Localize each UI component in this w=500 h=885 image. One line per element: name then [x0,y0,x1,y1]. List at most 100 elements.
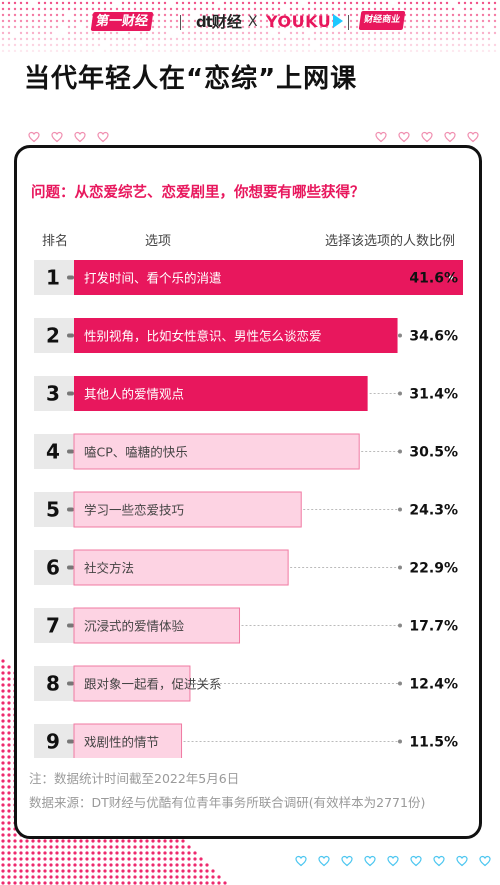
pattern-dot [110,50,112,52]
pattern-dot [344,44,346,46]
pattern-dot [242,38,244,40]
pattern-dot [386,50,388,52]
pattern-dot [272,44,274,46]
rank-number: 6 [46,556,60,580]
pattern-dot [20,38,22,40]
pattern-dot [350,50,352,52]
pattern-dot [134,44,136,46]
pattern-dot [380,38,382,40]
pattern-dot [116,50,118,52]
pattern-dot [374,38,376,40]
pattern-dot [368,50,370,52]
pattern-dot [98,38,100,40]
pattern-dot [169,845,172,848]
pattern-dot [74,38,76,40]
pattern-dot [362,44,364,46]
pattern-dot [1,677,4,680]
pattern-dot [338,44,340,46]
pattern-dot [458,44,460,46]
hearts-row-top [0,131,500,145]
pattern-dot [284,2,286,4]
pattern-dot [56,44,58,46]
pattern-dot [320,44,322,46]
pattern-dot [488,50,490,52]
pattern-dot [440,2,442,4]
dt-caijing-logo: dt财经 [196,13,242,31]
pattern-dot [104,2,106,4]
pattern-dot [62,2,64,4]
pattern-dot [194,44,196,46]
pattern-dot [206,44,208,46]
pattern-dot [176,44,178,46]
pattern-dot [182,50,184,52]
pattern-dot [164,44,166,46]
pattern-dot [308,38,310,40]
pattern-dot [8,38,10,40]
pattern-dot [170,50,172,52]
pattern-dot [163,875,166,878]
leader-dot [398,624,402,628]
pattern-dot [206,38,208,40]
pattern-dot [20,44,22,46]
bar-row: 5 学习一些恋爱技巧 24.3% [34,492,458,527]
rank-number: 5 [46,498,60,522]
pattern-dot [422,50,424,52]
rank-number: 4 [46,440,60,464]
pattern-dot [266,38,268,40]
footnote-note: 注：数据统计时间截至2022年5月6日 [29,768,239,787]
pattern-dot [62,38,64,40]
pattern-dot [230,44,232,46]
pattern-dot [122,38,124,40]
pattern-dot [356,50,358,52]
pattern-dot [392,44,394,46]
heart-icon [387,855,399,867]
pattern-dot [163,845,166,848]
pattern-dot [44,44,46,46]
pattern-dot [476,2,478,4]
pattern-dot [206,50,208,52]
pattern-dot [434,50,436,52]
pattern-dot [224,38,226,40]
pattern-dot [217,875,220,878]
pattern-dot [128,38,130,40]
pattern-dot [374,50,376,52]
pattern-dot [128,44,130,46]
pattern-dot [464,38,466,40]
pattern-dot [320,38,322,40]
pattern-dot [68,38,70,40]
bar-value-label: 22.9% [409,561,458,577]
ranking-bar-chart: 1 打发时间、看个乐的消遣 41.6% 2 性别视角，比如女性意识、男性怎么谈恋爱 34.… [17,148,479,758]
pattern-dot [470,44,472,46]
rank-connector [67,740,74,744]
rank-connector [67,334,74,338]
pattern-dot [410,50,412,52]
pattern-dot [368,44,370,46]
footnote-source: 数据来源：DT财经与优酷有位青年事务所联合调研(有效样本为2771份) [29,792,425,811]
pattern-dot [98,2,100,4]
leader-dot [398,450,402,454]
pattern-dot [248,44,250,46]
pattern-dot [7,671,10,674]
pattern-dot [164,2,166,4]
pattern-dot [38,2,40,4]
pattern-dot [44,50,46,52]
pattern-dot [62,50,64,52]
pattern-dot [236,50,238,52]
pattern-dot [428,50,430,52]
pattern-dot [332,50,334,52]
pattern-dot [416,44,418,46]
pattern-dot [302,44,304,46]
pattern-dot [181,869,184,872]
heart-icon [421,131,433,143]
pattern-dot [362,38,364,40]
pattern-dot [266,2,268,4]
pattern-dot [26,44,28,46]
pattern-dot [446,2,448,4]
pattern-dot [211,869,214,872]
pattern-dot [242,2,244,4]
pattern-dot [163,839,166,842]
bar-value-label: 31.4% [409,387,458,403]
pattern-dot [254,38,256,40]
pattern-dot [151,845,154,848]
pattern-dot [157,839,160,842]
